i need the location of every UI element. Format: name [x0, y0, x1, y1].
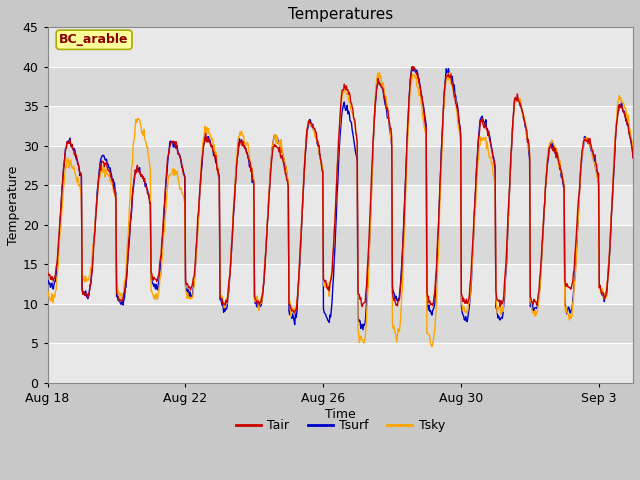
Tsurf [409, 64, 417, 70]
Tsurf [123, 275, 131, 280]
X-axis label: Time: Time [325, 408, 356, 420]
Tair [291, 310, 299, 315]
Tsurf [44, 277, 51, 283]
Tsurf [111, 180, 118, 185]
Tair [409, 64, 417, 70]
Tair [629, 156, 637, 161]
Tsky [44, 292, 51, 298]
Tsky [446, 70, 454, 75]
Tsurf [629, 154, 637, 160]
Line: Tair: Tair [47, 67, 633, 312]
Tsurf [359, 327, 367, 333]
Tsky [123, 257, 131, 263]
Tsky [163, 204, 170, 209]
Tair [493, 294, 500, 300]
Tsurf [493, 306, 500, 312]
Tsky [396, 319, 404, 325]
Tsurf [163, 178, 170, 184]
Bar [47, 304, 633, 343]
Tair [123, 274, 131, 280]
Tsky [629, 147, 637, 153]
Tsky [111, 187, 118, 192]
Tsurf [347, 119, 355, 124]
Tsky [428, 344, 436, 349]
Tair [397, 278, 405, 284]
Tair [163, 176, 170, 181]
Tsky [493, 302, 500, 308]
Bar [47, 225, 633, 264]
Tsurf [397, 273, 405, 278]
Text: BC_arable: BC_arable [60, 33, 129, 46]
Bar [47, 67, 633, 106]
Legend: Tair, Tsurf, Tsky: Tair, Tsurf, Tsky [231, 414, 450, 437]
Title: Temperatures: Temperatures [288, 7, 393, 22]
Tair [44, 269, 51, 275]
Tair [111, 188, 118, 193]
Y-axis label: Temperature: Temperature [7, 166, 20, 245]
Bar [47, 146, 633, 185]
Tsky [347, 107, 355, 112]
Tair [348, 100, 355, 106]
Line: Tsurf: Tsurf [47, 67, 633, 330]
Line: Tsky: Tsky [47, 72, 633, 347]
